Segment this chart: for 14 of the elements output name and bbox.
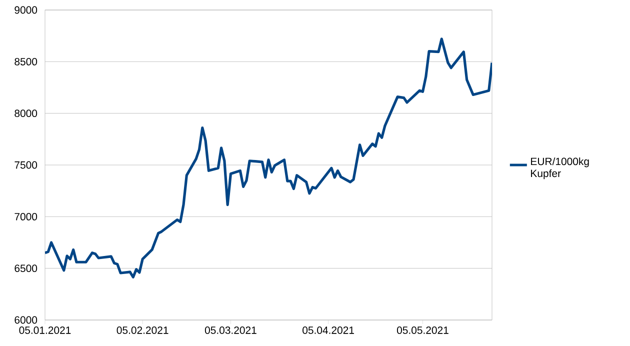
- y-tick-label: 8000: [14, 110, 38, 118]
- y-tick-label: 6500: [14, 264, 38, 272]
- y-tick-label: 8500: [14, 58, 38, 66]
- x-tick-label: 05.05.2021: [396, 326, 448, 334]
- y-tick-label: 7500: [14, 161, 38, 169]
- x-tick-label: 05.01.2021: [19, 326, 71, 334]
- y-tick-label: 9000: [14, 6, 38, 14]
- legend-label: EUR/1000kg Kupfer: [531, 157, 589, 180]
- y-tick-label: 6000: [14, 316, 38, 324]
- y-tick-label: 7000: [14, 212, 38, 220]
- line-series: [45, 38, 492, 278]
- x-tick-label: 05.02.2021: [116, 326, 168, 334]
- x-tick-label: 05.03.2021: [204, 326, 256, 334]
- x-tick-label: 05.04.2021: [302, 326, 354, 334]
